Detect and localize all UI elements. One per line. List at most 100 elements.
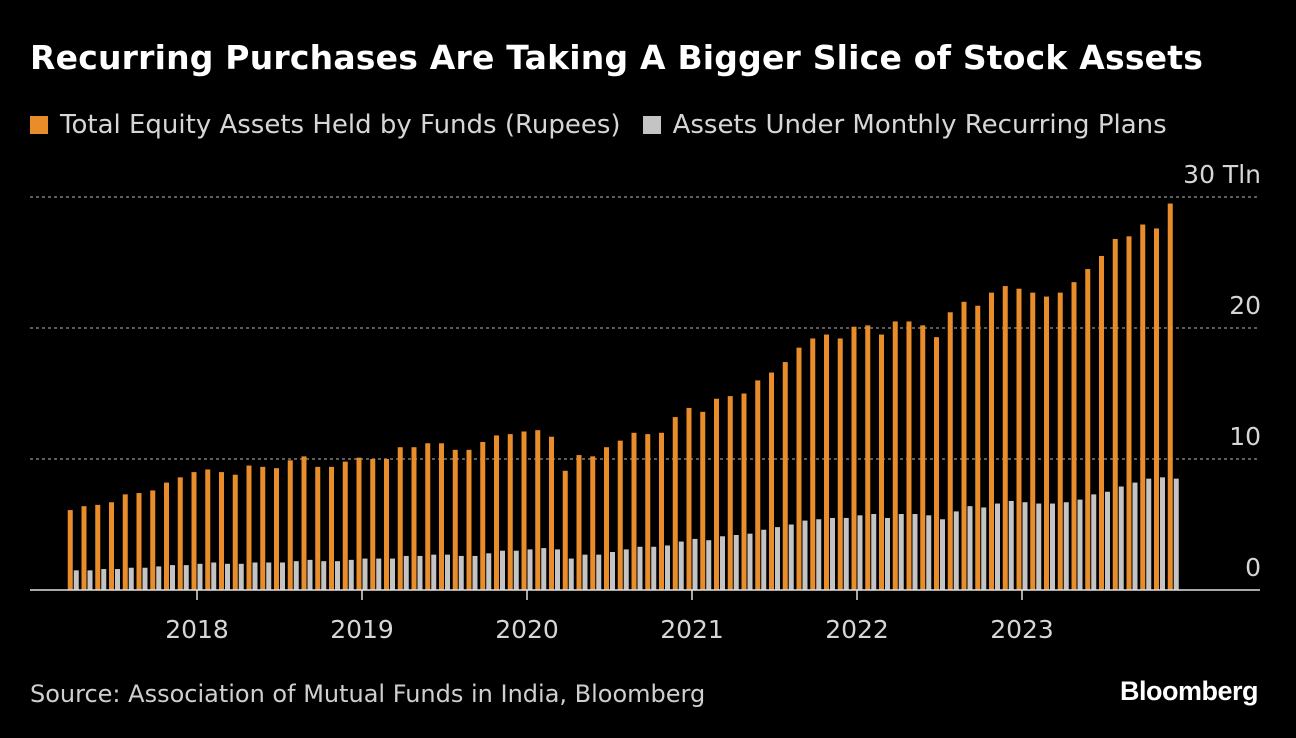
bar-total-equity	[796, 347, 802, 590]
bar-total-equity	[604, 447, 609, 590]
bar-recurring-plans	[1118, 486, 1124, 590]
bar-recurring-plans	[1173, 478, 1179, 590]
bar-recurring-plans	[596, 554, 602, 590]
bar-total-equity	[205, 469, 211, 590]
bar-total-equity	[356, 457, 362, 590]
bar-recurring-plans	[953, 511, 959, 590]
bar-recurring-plans	[458, 555, 464, 590]
bar-total-equity	[466, 449, 472, 590]
bar-total-equity	[384, 459, 389, 590]
bar-total-equity	[219, 472, 224, 590]
bar-recurring-plans	[87, 570, 93, 590]
bar-recurring-plans	[1091, 494, 1097, 590]
bar-total-equity	[1085, 269, 1091, 590]
bar-total-equity	[411, 447, 417, 590]
bar-total-equity	[549, 436, 554, 590]
bar-total-equity	[136, 493, 142, 590]
bar-recurring-plans	[541, 548, 547, 590]
bar-total-equity	[769, 372, 774, 590]
x-tick-label-2022: 2022	[825, 615, 889, 644]
bar-total-equity	[494, 435, 499, 590]
grid-layer	[30, 196, 1260, 460]
x-tick-label-2019: 2019	[330, 615, 394, 644]
y-tick-label-0: 0	[1245, 553, 1261, 582]
bar-total-equity	[315, 466, 321, 590]
bar-recurring-plans	[720, 536, 725, 590]
legend-label-total-equity: Total Equity Assets Held by Funds (Rupee…	[60, 110, 621, 140]
bar-total-equity	[755, 380, 761, 590]
bar-recurring-plans	[513, 550, 519, 590]
legend-swatch-gray	[642, 116, 661, 134]
source-note: Source: Association of Mutual Funds in I…	[30, 680, 706, 708]
bar-recurring-plans	[445, 554, 450, 590]
y-tick-label-30: 30 Tln	[1183, 160, 1261, 189]
bar-recurring-plans	[995, 503, 1000, 590]
bar-recurring-plans	[266, 562, 272, 590]
bar-recurring-plans	[651, 546, 657, 590]
bar-recurring-plans	[802, 520, 808, 590]
bar-recurring-plans	[500, 550, 505, 590]
bar-total-equity	[1057, 292, 1063, 590]
bar-recurring-plans	[527, 549, 533, 590]
bar-recurring-plans	[101, 569, 107, 590]
bar-total-equity	[837, 338, 843, 590]
bar-recurring-plans	[238, 563, 244, 590]
bar-total-equity	[452, 449, 458, 590]
bar-recurring-plans	[293, 561, 299, 590]
bar-total-equity	[81, 506, 87, 590]
bloomberg-logo: Bloomberg	[1119, 676, 1259, 706]
bar-recurring-plans	[692, 538, 698, 590]
bar-total-equity	[1016, 288, 1022, 590]
bar-total-equity	[727, 396, 733, 590]
x-tick-label-2021: 2021	[660, 615, 724, 644]
bar-recurring-plans	[390, 558, 395, 590]
bar-total-equity	[645, 434, 651, 590]
bar-total-equity	[232, 474, 238, 590]
bar-recurring-plans	[885, 517, 890, 590]
bar-recurring-plans	[898, 514, 904, 590]
bar-recurring-plans	[775, 527, 780, 590]
bar-recurring-plans	[1050, 503, 1055, 590]
bar-recurring-plans	[225, 563, 230, 590]
bar-total-equity	[1167, 203, 1173, 591]
bar-total-equity	[439, 443, 444, 590]
bar-total-equity	[1099, 255, 1104, 590]
bar-total-equity	[1044, 296, 1049, 590]
bar-total-equity	[714, 398, 719, 590]
bar-recurring-plans	[761, 529, 767, 590]
bar-total-equity	[480, 441, 486, 590]
bar-total-equity	[329, 466, 334, 590]
bar-total-equity	[1030, 292, 1036, 590]
bar-recurring-plans	[472, 555, 478, 590]
bar-recurring-plans	[843, 517, 849, 590]
bar-recurring-plans	[857, 515, 863, 590]
legend: Total Equity Assets Held by Funds (Rupee…	[30, 108, 1189, 142]
bar-total-equity	[150, 490, 156, 590]
bar-recurring-plans	[733, 534, 739, 590]
bar-recurring-plans	[183, 565, 189, 590]
bar-total-equity	[521, 431, 527, 590]
bar-total-equity	[507, 434, 513, 590]
bar-chart: 0 10 20 30 Tln 2018 2019 2020 2021 2022 2023	[30, 160, 1261, 644]
bar-total-equity	[947, 312, 953, 590]
bar-recurring-plans	[142, 567, 148, 590]
bar-recurring-plans	[348, 559, 354, 590]
bar-total-equity	[590, 456, 596, 590]
bar-recurring-plans	[678, 541, 684, 590]
bar-recurring-plans	[623, 549, 629, 590]
bar-total-equity	[1112, 238, 1118, 591]
bar-recurring-plans	[431, 554, 437, 590]
bar-total-equity	[425, 443, 431, 590]
bar-total-equity	[287, 460, 293, 590]
bar-total-equity	[576, 455, 582, 590]
legend-swatch-orange	[30, 116, 48, 134]
bar-total-equity	[824, 334, 829, 590]
bar-recurring-plans	[747, 533, 753, 590]
bar-recurring-plans	[128, 567, 134, 590]
bar-recurring-plans	[486, 553, 492, 590]
bar-total-equity	[686, 407, 692, 590]
bar-recurring-plans	[156, 566, 162, 590]
legend-item-recurring-plans: Assets Under Monthly Recurring Plans	[642, 110, 1167, 140]
bar-total-equity	[342, 461, 348, 590]
x-tick-label-2020: 2020	[495, 615, 559, 644]
